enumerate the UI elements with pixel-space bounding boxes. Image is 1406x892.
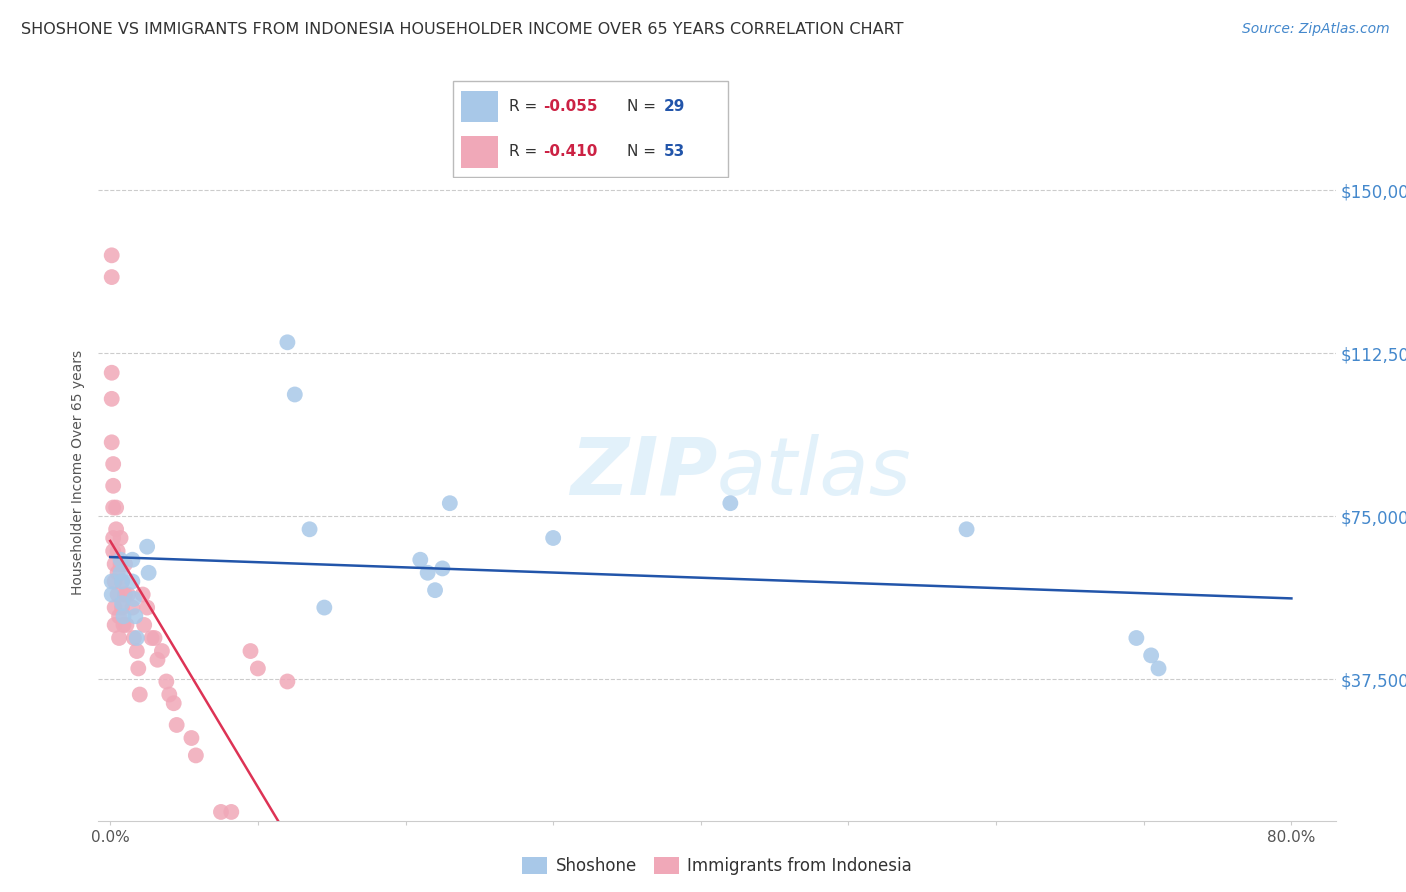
Point (439, 496, 461, 510)
Text: N =: N = (627, 145, 661, 160)
Point (409, 552, 432, 567)
Point (100, 270, 122, 285)
Point (221, 805, 243, 819)
Point (112, 609, 135, 624)
Point (100, 588, 122, 602)
Point (122, 591, 145, 606)
Point (1125, 631, 1147, 645)
Point (121, 574, 143, 589)
Point (143, 631, 166, 645)
Point (136, 540, 159, 554)
Point (115, 618, 138, 632)
Point (180, 731, 202, 745)
Point (103, 500, 125, 515)
Point (157, 688, 180, 702)
Point (1140, 648, 1163, 663)
Point (103, 531, 125, 545)
Point (110, 566, 132, 580)
Point (107, 588, 129, 602)
Point (104, 618, 127, 632)
Point (111, 574, 134, 589)
Text: N =: N = (627, 99, 661, 114)
Point (100, 435, 122, 450)
Text: R =: R = (509, 145, 543, 160)
Point (128, 688, 150, 702)
Point (163, 696, 186, 710)
Point (955, 522, 977, 536)
Point (141, 631, 163, 645)
Point (209, 805, 232, 819)
Point (111, 596, 134, 610)
Point (107, 544, 129, 558)
Text: SHOSHONE VS IMMIGRANTS FROM INDONESIA HOUSEHOLDER INCOME OVER 65 YEARS CORRELATI: SHOSHONE VS IMMIGRANTS FROM INDONESIA HO… (21, 22, 904, 37)
Point (121, 552, 143, 567)
Text: 53: 53 (664, 145, 685, 160)
Point (541, 531, 564, 545)
Point (138, 566, 160, 580)
Point (239, 644, 262, 658)
Text: -0.410: -0.410 (543, 145, 598, 160)
Point (1147, 661, 1170, 675)
Point (416, 566, 439, 580)
Point (132, 588, 155, 602)
Point (100, 574, 122, 589)
Point (104, 574, 127, 589)
Point (314, 600, 336, 615)
Text: 29: 29 (664, 99, 685, 114)
Point (110, 531, 132, 545)
Point (104, 600, 127, 615)
Point (150, 644, 173, 658)
Point (100, 248, 122, 262)
Point (108, 631, 131, 645)
Point (110, 557, 132, 571)
Text: ZIP: ZIP (569, 434, 717, 512)
Point (432, 561, 454, 575)
Text: Source: ZipAtlas.com: Source: ZipAtlas.com (1241, 22, 1389, 37)
Point (121, 600, 143, 615)
Point (103, 479, 125, 493)
Point (114, 557, 136, 571)
Point (155, 674, 177, 689)
Bar (461, 91, 498, 122)
Point (136, 600, 159, 615)
Point (146, 653, 169, 667)
Point (246, 661, 269, 675)
Point (108, 609, 131, 624)
Point (110, 552, 132, 567)
Point (103, 544, 125, 558)
Point (276, 674, 298, 689)
Point (100, 366, 122, 380)
Point (124, 609, 146, 624)
Point (107, 566, 129, 580)
Text: R =: R = (509, 99, 543, 114)
Text: atlas: atlas (717, 434, 912, 512)
Point (105, 500, 128, 515)
Point (125, 644, 148, 658)
Point (104, 557, 127, 571)
Point (117, 588, 139, 602)
Point (184, 748, 207, 763)
Point (423, 583, 446, 598)
Point (105, 522, 128, 536)
Text: -0.055: -0.055 (543, 99, 598, 114)
Point (718, 496, 741, 510)
Point (284, 387, 307, 401)
Bar (461, 136, 498, 168)
Point (276, 335, 298, 350)
Point (114, 588, 136, 602)
Point (166, 718, 188, 732)
Point (125, 631, 148, 645)
Y-axis label: Householder Income Over 65 years: Householder Income Over 65 years (72, 351, 86, 595)
Legend: Shoshone, Immigrants from Indonesia: Shoshone, Immigrants from Indonesia (516, 850, 918, 882)
Point (134, 618, 156, 632)
Point (298, 522, 321, 536)
Point (111, 574, 134, 589)
Point (112, 618, 135, 632)
Point (122, 631, 145, 645)
Point (100, 392, 122, 406)
Point (111, 600, 134, 615)
Point (127, 661, 149, 675)
FancyBboxPatch shape (453, 81, 728, 178)
Point (103, 457, 125, 471)
